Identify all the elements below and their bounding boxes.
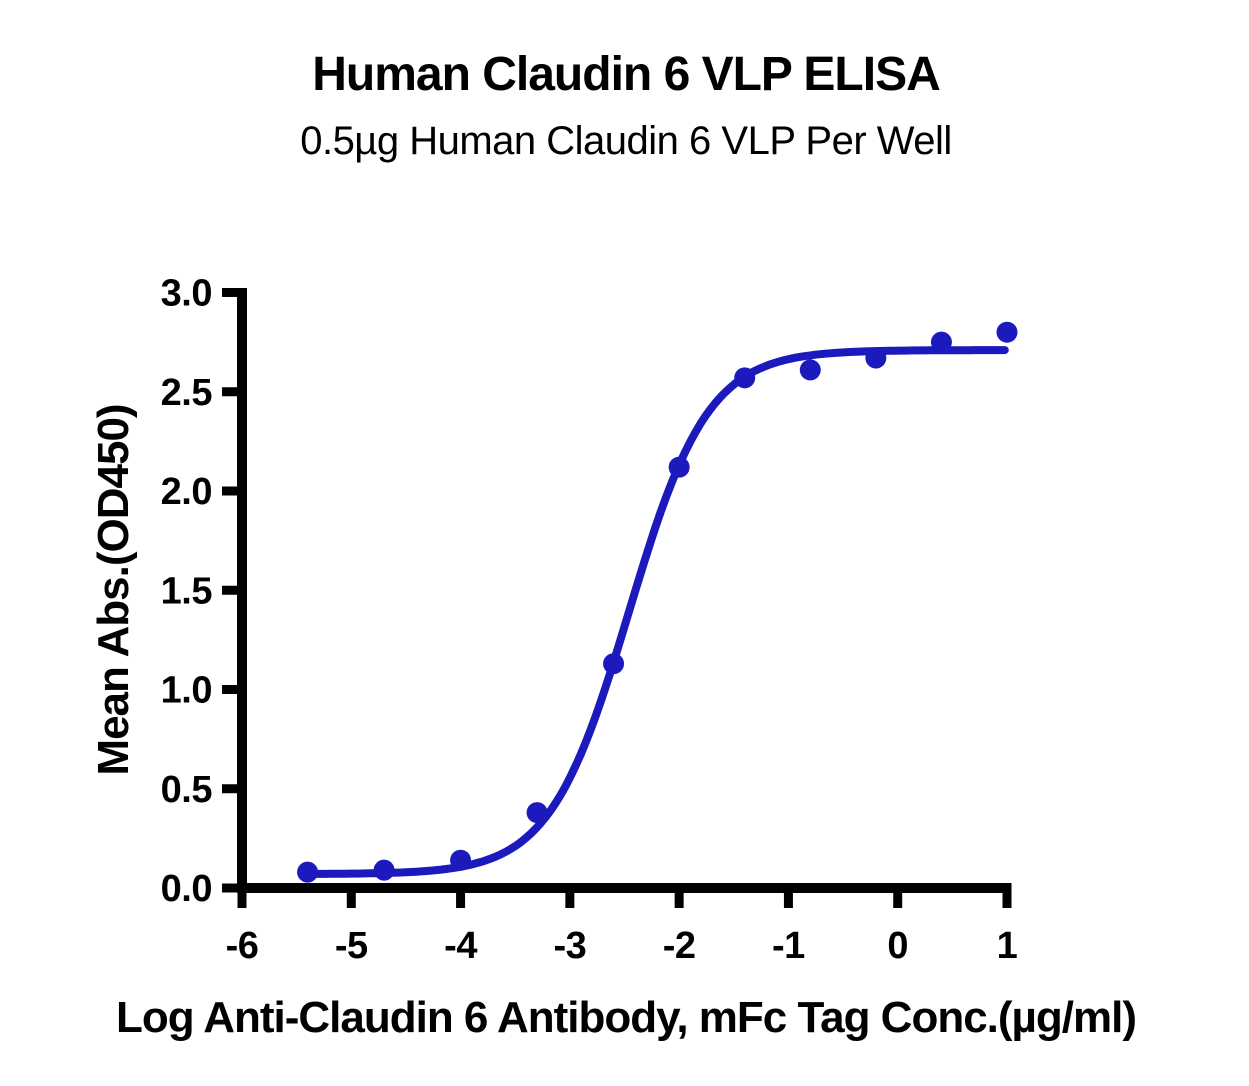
data-point	[373, 859, 395, 881]
x-tick-label: 0	[887, 925, 908, 967]
data-point	[996, 321, 1018, 343]
y-tick-label: 2.0	[161, 471, 212, 513]
y-tick-label: 3.0	[161, 273, 212, 315]
y-tick-label: 0.5	[161, 769, 213, 811]
x-tick-label: -5	[335, 925, 368, 967]
y-tick-label: 1.5	[161, 570, 213, 612]
x-tick-label: 1	[997, 925, 1018, 967]
data-points-group	[297, 321, 1018, 883]
y-tick-label: 0.0	[161, 868, 212, 910]
chart-subtitle: 0.5µg Human Claudin 6 VLP Per Well	[300, 119, 952, 163]
x-tick-label: -3	[553, 925, 586, 967]
x-tick-label: -6	[226, 925, 259, 967]
data-point	[668, 456, 690, 478]
fit-curve	[302, 346, 1009, 878]
y-tick-label: 1.0	[161, 670, 212, 712]
data-point	[297, 861, 319, 883]
data-point	[865, 347, 887, 369]
data-point	[603, 653, 625, 675]
data-point	[734, 367, 756, 389]
chart-title: Human Claudin 6 VLP ELISA	[312, 48, 940, 101]
x-tick-label: -1	[772, 925, 805, 967]
data-point	[799, 359, 821, 381]
y-tick-label: 2.5	[161, 372, 213, 414]
x-axis-label: Log Anti-Claudin 6 Antibody, mFc Tag Con…	[116, 993, 1136, 1042]
data-point	[450, 849, 472, 871]
data-point	[526, 802, 548, 824]
axes	[237, 288, 1012, 893]
x-axis-ticks: -6 -5 -4 -3 -2 -1 0 1	[226, 888, 1018, 967]
data-point	[930, 331, 952, 353]
fit-curve-group	[302, 346, 1009, 878]
y-axis-ticks: 0.0 0.5 1.0 1.5 2.0 2.5 3.0	[161, 273, 242, 910]
x-tick-label: -4	[444, 925, 477, 967]
x-tick-label: -2	[663, 925, 696, 967]
y-axis-label: Mean Abs.(OD450)	[89, 404, 138, 775]
